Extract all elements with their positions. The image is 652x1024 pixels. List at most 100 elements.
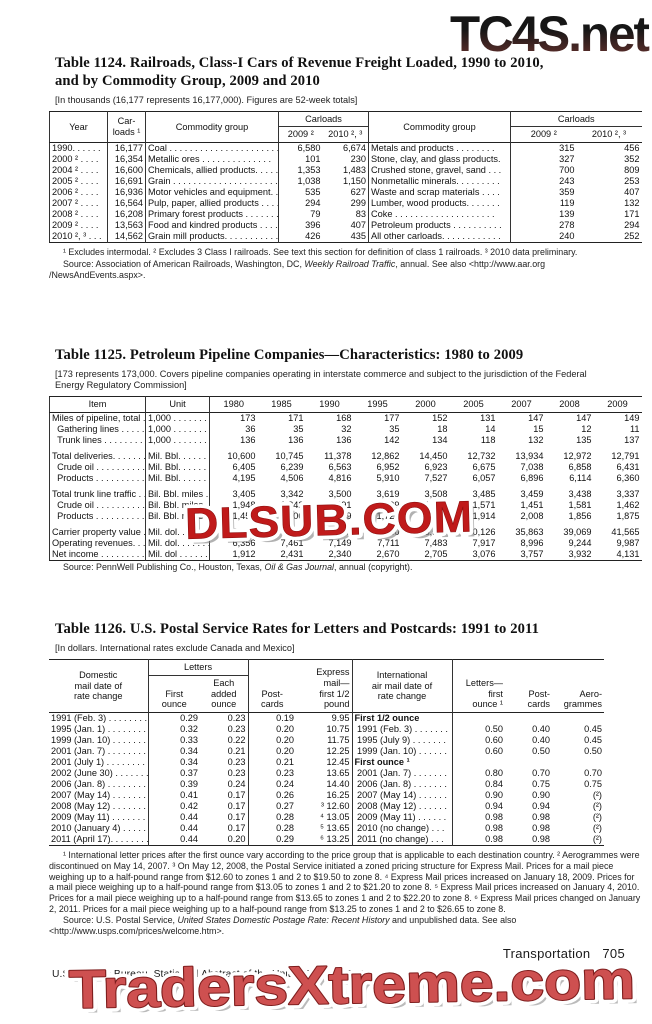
- table-cell: Metals and products . . . . . . . .: [368, 142, 511, 155]
- table-cell: 139: [559, 209, 575, 220]
- table-1126-footnotes: ¹ International letter prices after the …: [49, 850, 641, 914]
- table-row: 2007 (May 14) . . . . . . . . . . 0.410.1…: [49, 790, 604, 802]
- table-cell: 2006 (Jan. 8) . . . . . . .: [352, 779, 453, 791]
- table-row: 1991 (Feb. 3) . . . . . . . . . . .0.290…: [49, 712, 604, 725]
- table-cell: 6,239: [280, 461, 304, 472]
- table-cell: [505, 757, 552, 768]
- table-cell: 407: [322, 220, 369, 232]
- table-cell: 1,462: [616, 499, 640, 510]
- table-cell: 41,565: [611, 526, 640, 537]
- col-2007: 2007: [511, 398, 532, 409]
- table-1125-source: Source: PennWell Publishing Co., Houston…: [49, 562, 641, 573]
- table-cell: 0.33: [180, 735, 198, 746]
- table-cell: 2,340: [328, 548, 352, 559]
- table-cell: 0.29: [276, 834, 294, 845]
- table-cell: Bil. Bbl. miles . . .: [145, 499, 210, 511]
- table-cell: 83: [322, 209, 369, 221]
- table-cell: ³ 12.60: [296, 801, 353, 813]
- source-text: , annual (copyright).: [334, 561, 413, 572]
- table-cell: 0.75: [532, 779, 550, 790]
- source-publication: Weekly Railroad Traffic: [304, 259, 396, 270]
- table-row: 2008 (May 12) . . . . . . . . . . 0.420.1…: [49, 801, 604, 813]
- table-cell: 0.98: [532, 823, 550, 834]
- table-cell: Petroleum products . . . . . . . . . .: [368, 220, 511, 232]
- table-cell: 0.84: [485, 779, 503, 790]
- table-cell: 2,670: [376, 548, 400, 559]
- table-cell: 2006 ² . . . .: [49, 187, 108, 199]
- table-cell: 173: [240, 412, 256, 423]
- table-cell: 3,459: [520, 488, 544, 499]
- table-cell: 1991 (Feb. 3) . . . . . . . . . . .: [49, 712, 149, 725]
- table-cell: 0.17: [200, 801, 249, 813]
- table-cell: [505, 713, 552, 725]
- source-publication: United States Domestic Postage Rate: Rec…: [177, 915, 390, 926]
- table-row: Products . . . . . . . . . . . . Mil. Bbl…: [49, 472, 642, 484]
- col-first-ounce: First ounce: [161, 688, 187, 710]
- table-cell: 0.70: [584, 768, 602, 779]
- table-cell: Operating revenues. . . . . .: [49, 537, 146, 549]
- table-cell: (²): [592, 801, 602, 812]
- table-cell: 7,527: [424, 472, 448, 483]
- table-cell: Bil. Bbl. miles . . .: [145, 483, 210, 500]
- table-cell: 1,720: [376, 510, 400, 521]
- table-cell: ⁶ 13.25: [296, 834, 353, 846]
- col-postcards-intl: Post- cards: [527, 688, 550, 710]
- table-cell: 0.28: [276, 823, 294, 834]
- table-cell: [552, 757, 604, 768]
- table-cell: 16,600: [107, 165, 146, 177]
- col-2010-2: 2010 ², ³: [591, 129, 627, 140]
- table-cell: 142: [384, 434, 400, 445]
- table-cell: 14.40: [296, 779, 353, 791]
- table-cell: 6,674: [322, 142, 369, 155]
- table-cell: Mil. Bbl. . . . . . . .: [145, 472, 210, 484]
- table-cell: 2009 (May 11) . . . . . .: [352, 812, 453, 824]
- col-1980: 1980: [223, 398, 244, 409]
- table-cell: 8,996: [520, 537, 544, 548]
- table-cell: 0.60: [485, 746, 503, 757]
- footer-section-label: Transportation: [502, 946, 591, 961]
- col-1985: 1985: [271, 398, 292, 409]
- table-1126-bracket-note: [In dollars. International rates exclude…: [55, 642, 295, 653]
- table-cell: 0.23: [200, 757, 249, 769]
- table-cell: 118: [480, 434, 496, 445]
- table-cell: 6,360: [616, 472, 640, 483]
- table-cell: (²): [592, 823, 602, 834]
- table-cell: (²): [592, 812, 602, 823]
- table-cell: 1,842: [280, 499, 304, 510]
- table-cell: 12,791: [611, 450, 640, 461]
- table-1125-body: Miles of pipeline, total . . . 1,000 . . …: [49, 412, 642, 561]
- table-cell: 2007 (May 14) . . . . . .: [352, 790, 453, 802]
- table-cell: 2008 (May 12) . . . . . .: [352, 801, 453, 813]
- table-cell: 135: [576, 434, 592, 445]
- table-cell: 4,131: [616, 548, 640, 559]
- table-cell: 9,987: [616, 537, 640, 548]
- table-cell: Mil. Bbl. . . . . . . .: [145, 445, 210, 462]
- table-cell: 3,337: [616, 488, 640, 499]
- table-cell: 11,378: [324, 450, 352, 461]
- table-cell: 0.70: [532, 768, 550, 779]
- table-cell: Gathering lines . . . . . . .: [49, 423, 146, 435]
- table-row: 2004 ² . . . . 16,600 Chemicals, allied pr…: [49, 165, 642, 177]
- table-cell: Crushed stone, gravel, sand . . .: [368, 165, 511, 177]
- col-domestic-date: Domestic mail date of rate change: [49, 659, 149, 713]
- table-cell: 3,342: [280, 488, 304, 499]
- table-1126-source: Source: U.S. Postal Service, United Stat…: [49, 915, 641, 936]
- table-cell: 6,858: [568, 461, 592, 472]
- table-cell: 0.37: [180, 768, 198, 779]
- table-cell: 1,602: [424, 499, 448, 510]
- table-cell: 0.44: [180, 812, 198, 823]
- table-cell: 13.65: [296, 768, 353, 780]
- table-cell: 36: [245, 423, 256, 434]
- table-cell: 240: [559, 231, 575, 242]
- table-cell: 278: [559, 220, 575, 231]
- col-2009: 2009: [607, 398, 628, 409]
- table-cell: 2010 (no change) . . .: [352, 823, 453, 835]
- table-cell: 1,571: [472, 499, 496, 510]
- table-cell: 1995 (Jan. 1) . . . . . . . . . . .: [49, 724, 149, 736]
- table-cell: 327: [559, 154, 575, 165]
- table-row: 2005 ² . . . . 16,691 Grain . . . . . . . …: [49, 176, 642, 188]
- table-cell: 1,906: [424, 510, 448, 521]
- table-cell: Mil. Bbl. . . . . . . .: [145, 461, 210, 473]
- table-cell: 0.23: [200, 712, 249, 725]
- table-cell: 3,438: [568, 488, 592, 499]
